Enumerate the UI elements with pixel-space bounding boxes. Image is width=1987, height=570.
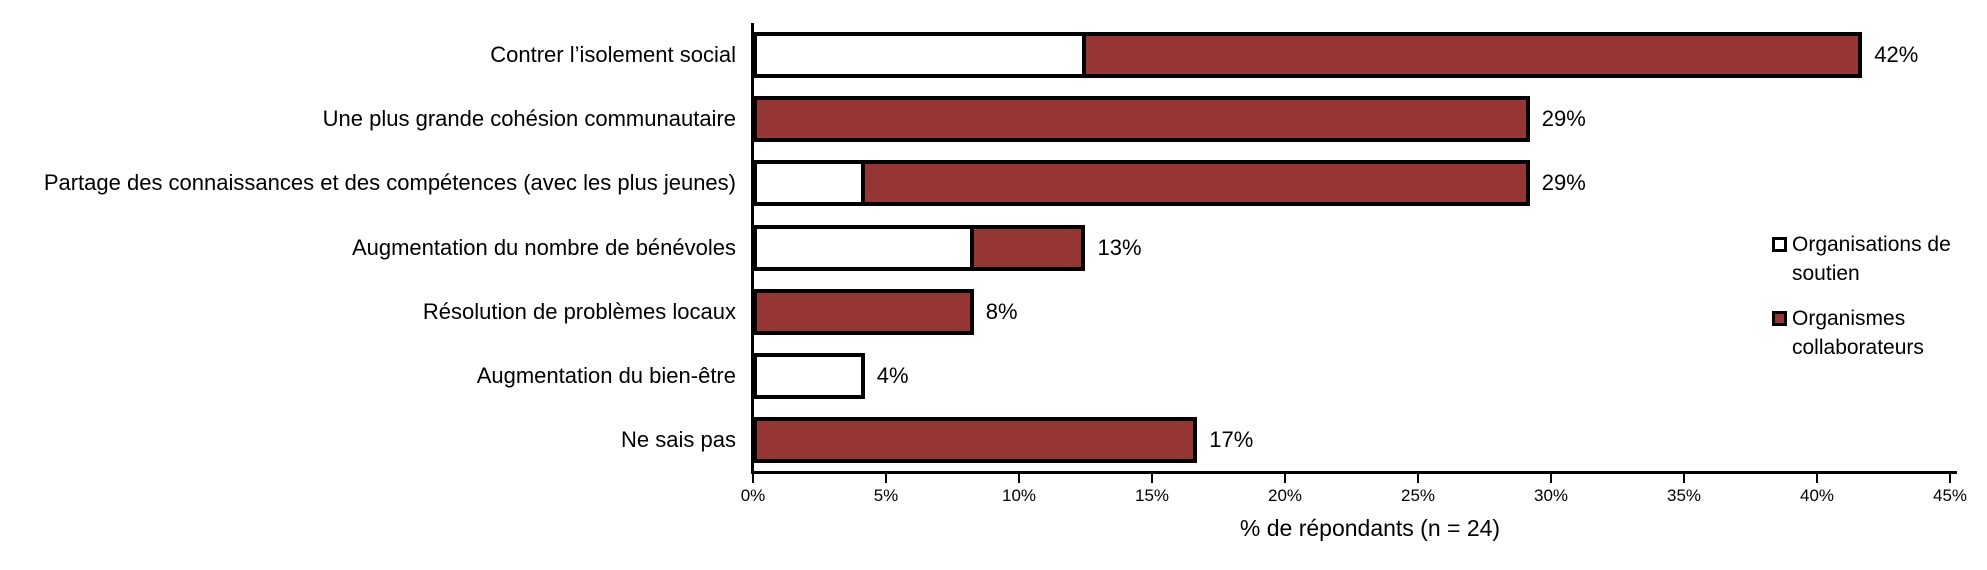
x-axis-tick-mark — [1683, 474, 1685, 483]
legend-item-organismes-collaborateurs: Organismes collaborateurs — [1772, 304, 1954, 362]
value-label: 4% — [876, 362, 909, 388]
value-label: 29% — [1541, 170, 1586, 196]
x-axis-tick-mark — [1816, 474, 1818, 483]
bar-segment-organismes-collaborateurs — [753, 96, 1530, 143]
x-axis-title: % de répondants (n = 24) — [1239, 515, 1501, 541]
x-axis-tick-label: 25% — [1400, 486, 1436, 505]
x-axis-tick-label: 30% — [1533, 486, 1569, 505]
x-axis-tick-mark — [1151, 474, 1153, 483]
x-axis-tick-label: 45% — [1932, 486, 1968, 505]
x-axis-tick-mark — [752, 474, 754, 483]
value-label: 17% — [1209, 426, 1254, 452]
x-axis-tick-label: 35% — [1666, 486, 1702, 505]
legend-swatch-white — [1772, 237, 1787, 252]
x-axis-tick-mark — [1284, 474, 1286, 483]
x-axis-tick-mark — [1949, 474, 1951, 483]
bar-segment-organismes-collaborateurs — [753, 416, 1198, 463]
value-label: 13% — [1097, 234, 1142, 260]
x-axis-tick-label: 10% — [1001, 486, 1037, 505]
x-axis-tick-mark — [1018, 474, 1020, 483]
legend-swatch-red — [1772, 311, 1787, 326]
category-label: Augmentation du nombre de bénévoles — [351, 234, 736, 260]
bar-segment-organismes-collaborateurs — [860, 160, 1530, 207]
bar-segment-organisations-de-soutien — [753, 352, 865, 399]
value-label: 29% — [1541, 106, 1586, 132]
legend-label: Organismes collaborateurs — [1792, 307, 1924, 359]
bar-segment-organisations-de-soutien — [753, 224, 974, 271]
legend: Organisations de soutien Organismes coll… — [1772, 230, 1954, 378]
bar-segment-organisations-de-soutien — [753, 160, 865, 207]
x-axis-tick-mark — [885, 474, 887, 483]
x-axis-tick-label: 5% — [873, 486, 899, 505]
x-axis-tick-label: 40% — [1799, 486, 1835, 505]
category-label: Augmentation du bien-être — [476, 362, 736, 388]
legend-label: Organisations de soutien — [1792, 233, 1951, 285]
category-label: Partage des connaissances et des compéte… — [43, 170, 736, 196]
value-label: 42% — [1874, 42, 1919, 68]
x-axis-tick-label: 0% — [740, 486, 766, 505]
bar-segment-organismes-collaborateurs — [753, 288, 974, 335]
value-label: 8% — [985, 298, 1018, 324]
y-axis-line — [751, 23, 754, 474]
category-label: Une plus grande cohésion communautaire — [322, 106, 736, 132]
x-axis-tick-label: 15% — [1134, 486, 1170, 505]
x-axis-tick-mark — [1550, 474, 1552, 483]
bar-segment-organismes-collaborateurs — [1081, 32, 1863, 79]
bar-segment-organisations-de-soutien — [753, 32, 1086, 79]
x-axis-tick-label: 20% — [1267, 486, 1303, 505]
legend-item-organisations-de-soutien: Organisations de soutien — [1772, 230, 1954, 288]
category-label: Résolution de problèmes locaux — [422, 298, 736, 324]
x-axis-tick-mark — [1417, 474, 1419, 483]
bar-segment-organismes-collaborateurs — [969, 224, 1086, 271]
category-label: Ne sais pas — [621, 426, 736, 452]
x-axis-line — [751, 471, 1957, 474]
category-label: Contrer l’isolement social — [490, 42, 736, 68]
